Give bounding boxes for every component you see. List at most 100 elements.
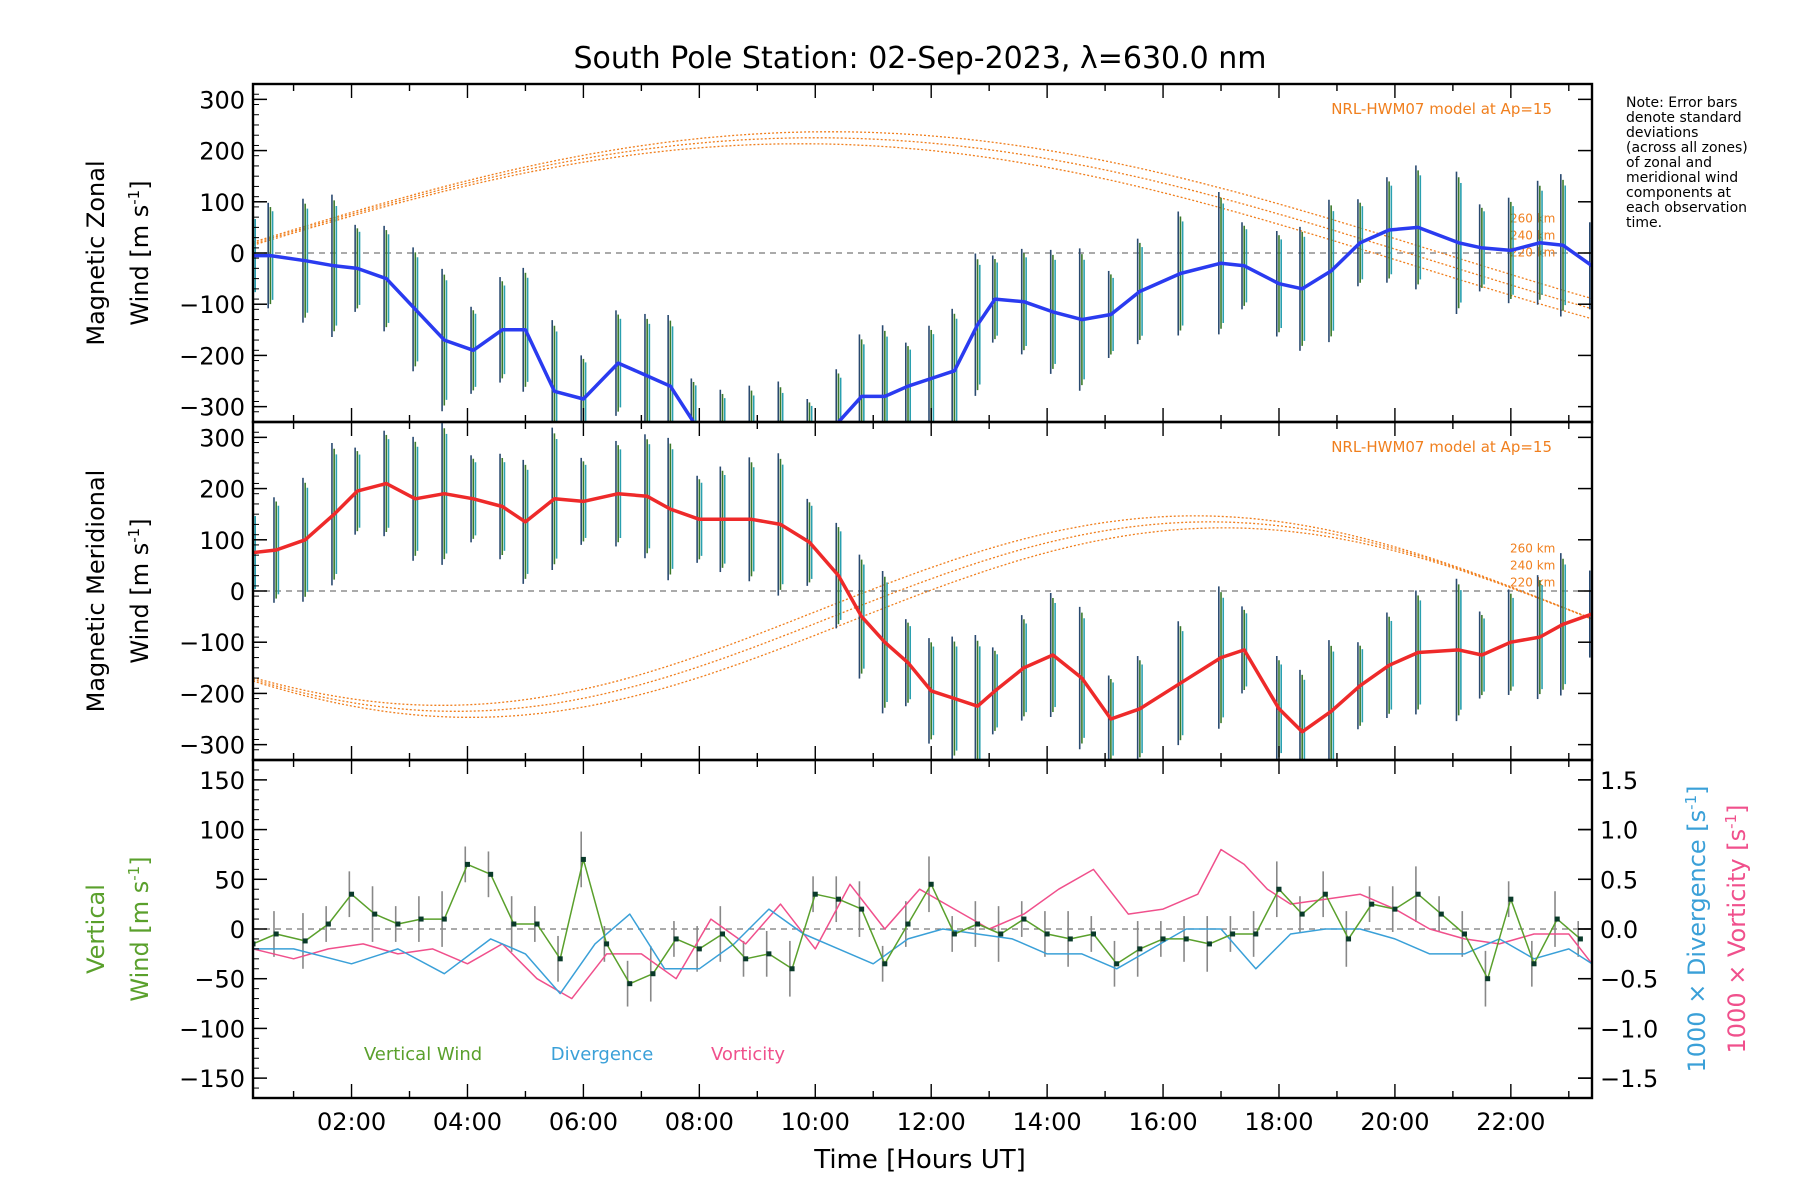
vertical-wind-point: [1438, 911, 1444, 917]
y-tick-label: −50: [194, 966, 245, 994]
model-curve-line: [253, 137, 1592, 310]
divergence-axis-label: 1000 × Divergence [s-1]: [1682, 785, 1711, 1072]
vertical-wind-point: [1067, 936, 1073, 942]
vertical-wind-point: [1508, 896, 1514, 902]
meridional-model-label: NRL-HWM07 model at Ap=15: [1331, 438, 1552, 456]
vorticity-axis-sup: -1: [1722, 814, 1740, 829]
x-tick-label: 08:00: [665, 1108, 734, 1136]
vertical-wind-point: [882, 961, 888, 967]
x-tick-label: 06:00: [549, 1108, 618, 1136]
vorticity-axis-label: 1000 × Vorticity [s-1]: [1722, 805, 1751, 1054]
ylabel-unit: Wind [m s: [126, 881, 154, 1002]
vertical-wind-point: [720, 931, 726, 937]
zonal-ylabel-line2: Wind [m s-1]: [125, 180, 154, 325]
vertical-wind-point: [302, 938, 308, 944]
zonal-series: [253, 225, 1592, 422]
vertical-wind-point: [1461, 931, 1467, 937]
vertical-wind-point: [1183, 936, 1189, 942]
vorticity-axis-text: 1000 × Vorticity [s: [1723, 829, 1751, 1054]
x-tick-label: 16:00: [1128, 1108, 1197, 1136]
right-y-tick-label: 1.5: [1600, 767, 1638, 795]
ylabel-sup: -1: [125, 866, 143, 881]
vertical-wind-point: [1299, 911, 1305, 917]
x-tick-label: 18:00: [1244, 1108, 1313, 1136]
right-y-tick-label: −1.5: [1600, 1065, 1658, 1093]
note-line: of zonal and: [1626, 155, 1712, 171]
vertical-wind-point: [859, 906, 865, 912]
vertical-wind-point: [975, 921, 981, 927]
vertical-wind-point: [1276, 886, 1282, 892]
vertical-wind-point: [1531, 961, 1537, 967]
vertical-wind-point: [812, 891, 818, 897]
vorticity-line: [253, 848, 1592, 1000]
right-y-tick-label: −0.5: [1600, 966, 1658, 994]
right-y-tick-label: 1.0: [1600, 817, 1638, 845]
x-tick-label: 02:00: [317, 1108, 386, 1136]
zonal-model-label: NRL-HWM07 model at Ap=15: [1331, 100, 1552, 118]
vertical-wind-point: [488, 871, 494, 877]
vertical-wind-point: [511, 921, 517, 927]
vertical-wind-point: [650, 971, 656, 977]
y-tick-label: −200: [179, 680, 245, 708]
vertical-wind-point: [372, 911, 378, 917]
divergence-line: [253, 908, 1592, 995]
vertical-wind-point: [1044, 931, 1050, 937]
meridional-wind-line: [253, 481, 1592, 734]
vertical-wind-point: [580, 856, 586, 862]
y-tick-label: 50: [214, 866, 245, 894]
meridional-panel: NRL-HWM07 model at Ap=15 260 km 240 km 220 …: [82, 420, 1594, 762]
y-tick-label: 200: [199, 138, 245, 166]
model-curve-line: [253, 515, 1592, 706]
vertical-wind-point: [534, 921, 540, 927]
ylabel-close: ]: [126, 180, 154, 189]
vertical-wind-point: [1160, 936, 1166, 942]
vertical-wind-point: [464, 861, 470, 867]
vertical-wind-point: [835, 896, 841, 902]
model-curve-line: [253, 143, 1592, 320]
y-tick-label: 300: [199, 86, 245, 114]
model-curve-line: [253, 527, 1592, 718]
y-tick-label: −300: [179, 394, 245, 422]
ylabel-sup: -1: [125, 528, 143, 543]
vertical-wind-point: [273, 931, 279, 937]
vertical-wind-point: [928, 881, 934, 887]
note-line: time.: [1626, 215, 1663, 231]
panels: NRL-HWM07 model at Ap=15 260 km 240 km 220 …: [82, 82, 1751, 1136]
vertical-wind-point: [1230, 931, 1236, 937]
y-tick-label: −200: [179, 342, 245, 370]
right-y-tick-label: −1.0: [1600, 1015, 1658, 1043]
x-tick-label: 22:00: [1476, 1108, 1545, 1136]
note-line: deviations: [1626, 125, 1699, 141]
vertical-series: [253, 848, 1592, 1000]
vertical-wind-point: [1322, 891, 1328, 897]
vertical-ylabel-line1: Vertical: [82, 884, 110, 974]
x-tick-label: 04:00: [433, 1108, 502, 1136]
ylabel-unit: Wind [m s: [126, 543, 154, 664]
note-line: denote standard: [1626, 110, 1742, 126]
right-y-tick-label: 0.0: [1600, 916, 1638, 944]
error-bar-note: Note: Error bars denote standard deviation…: [1626, 96, 1796, 231]
model-altitude-label: 220 km: [1510, 576, 1555, 590]
note-line: Note: Error bars: [1626, 95, 1738, 111]
vertical-wind-point: [1137, 946, 1143, 952]
vertical-wind-point: [1577, 936, 1583, 942]
vertical-wind-point: [418, 916, 424, 922]
vertical-wind-point: [1369, 901, 1375, 907]
y-tick-label: 0: [230, 240, 245, 268]
vertical-wind-point: [1021, 916, 1027, 922]
vertical-wind-point: [696, 946, 702, 952]
y-tick-label: −100: [179, 629, 245, 657]
y-tick-label: −300: [179, 732, 245, 760]
chart-title: South Pole Station: 02-Sep-2023, λ=630.0…: [573, 41, 1266, 76]
y-tick-label: 0: [230, 916, 245, 944]
vertical-wind-point: [1206, 941, 1212, 947]
vertical-wind-point: [627, 981, 633, 987]
zonal-model-curves: [253, 131, 1592, 320]
vertical-wind-point: [604, 941, 610, 947]
note-line: meridional wind: [1626, 170, 1739, 186]
vertical-wind-point: [1346, 936, 1352, 942]
ylabel-close: ]: [126, 856, 154, 865]
note-line: components at: [1626, 185, 1732, 201]
